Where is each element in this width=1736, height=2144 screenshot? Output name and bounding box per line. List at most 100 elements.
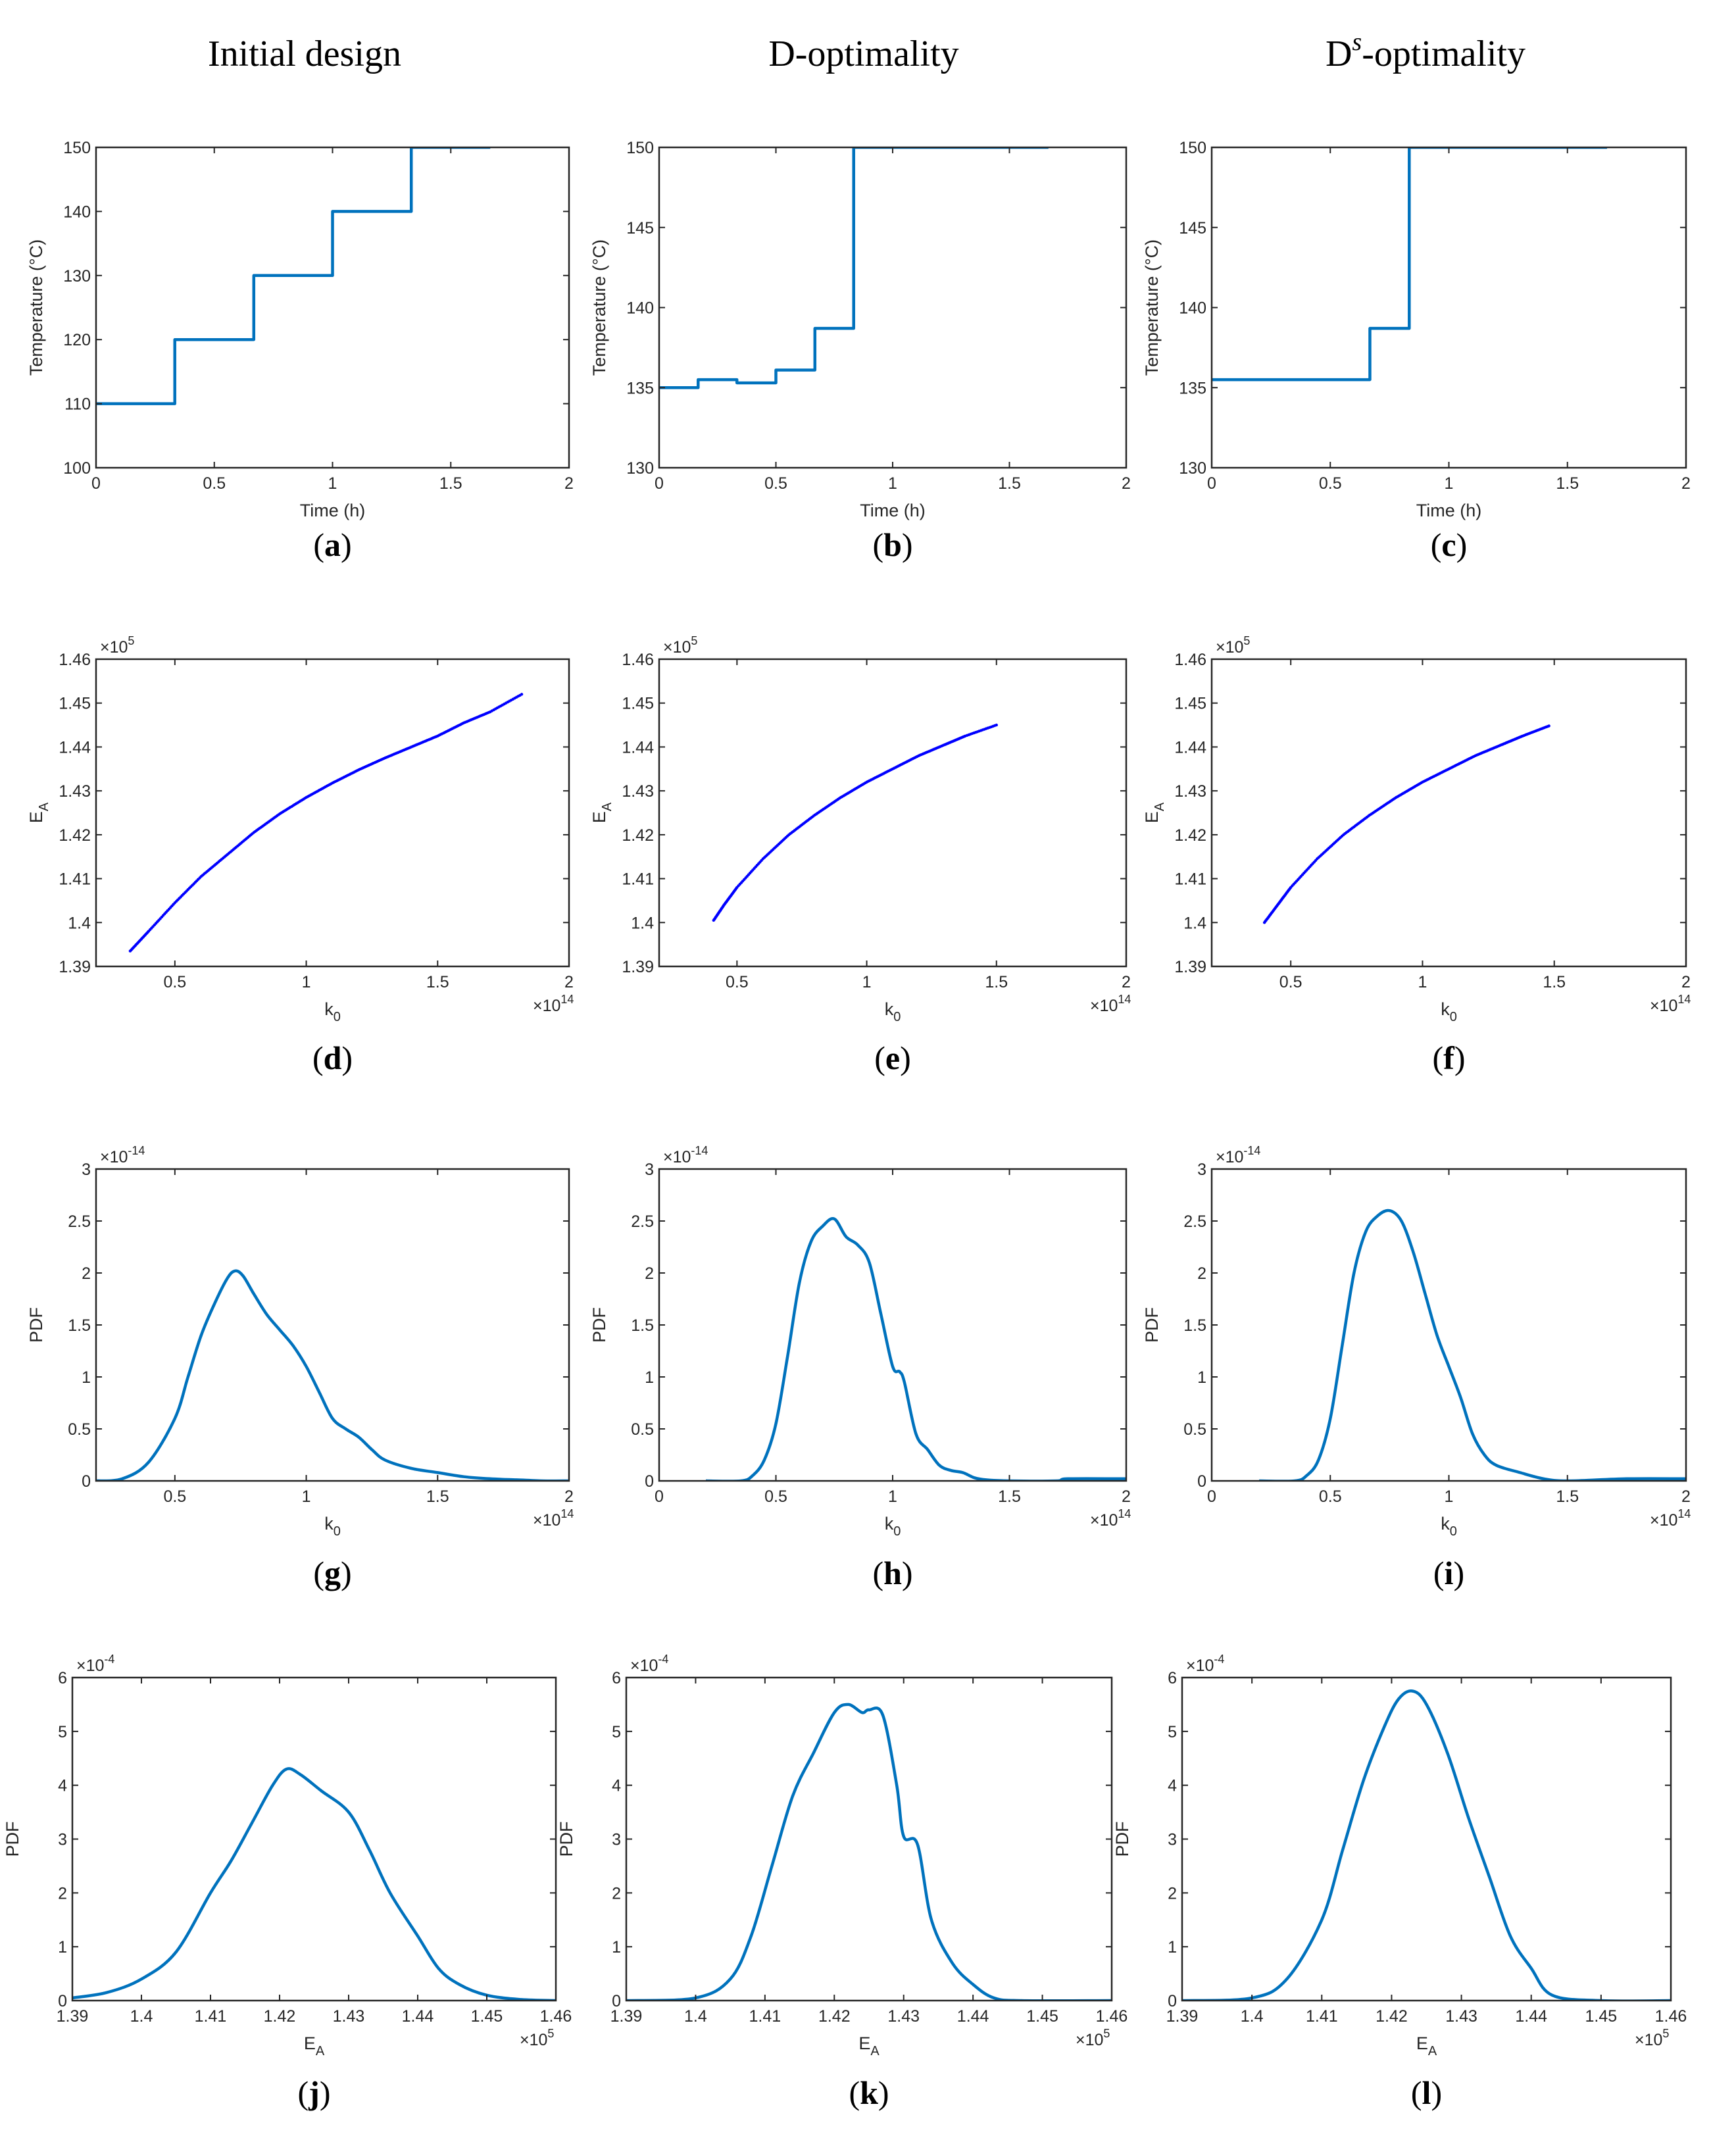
x-exponent-power: 5	[1662, 2027, 1669, 2040]
y-exponent-base: ×10	[630, 1657, 658, 1675]
y-axis-label: PDF	[557, 1822, 576, 1857]
ds-base: D	[1326, 34, 1352, 74]
y-tick-label: 110	[64, 395, 91, 414]
y-tick-label: 0	[612, 1992, 621, 2010]
axes-box	[71, 1676, 557, 2002]
panel-label: (i)	[1433, 1555, 1464, 1591]
y-exponent-label: ×10-4	[1186, 1653, 1224, 1675]
y-axis-label-main: Temperature (°C)	[26, 239, 46, 376]
y-exponent-power: -14	[691, 1144, 708, 1157]
x-tick-label: 0.5	[764, 474, 787, 493]
x-axis-label: k0	[1441, 999, 1457, 1024]
x-tick-label: 1.39	[1166, 2007, 1199, 2026]
y-axis-label: EA	[589, 802, 614, 823]
y-tick-label: 2	[645, 1264, 654, 1283]
panel-label-open: (	[872, 1555, 883, 1591]
x-tick-label: 0.5	[1279, 973, 1302, 991]
x-tick-label: 1.4	[1241, 2007, 1264, 2026]
ds-rest: -optimality	[1362, 34, 1525, 74]
x-exponent-power: 14	[560, 1507, 574, 1520]
x-tick-label: 1.5	[426, 973, 449, 991]
y-axis-label-main: PDF	[557, 1822, 576, 1857]
y-tick-label: 1.44	[1174, 738, 1206, 757]
y-tick-label: 130	[626, 459, 654, 478]
panel-label: (b)	[872, 526, 912, 563]
x-exponent-power: 14	[560, 993, 574, 1006]
panel-label-open: (	[1411, 2074, 1422, 2111]
y-tick-label: 6	[58, 1669, 67, 1687]
x-axis-label-sub: A	[870, 2044, 880, 2058]
y-tick-label: 1.44	[59, 738, 91, 757]
y-tick-label: 0	[58, 1992, 67, 2010]
y-tick-label: 1.43	[59, 782, 91, 801]
panel-label-close: )	[900, 1039, 911, 1076]
y-exponent-power: 5	[128, 634, 134, 647]
y-exponent-power: -4	[1214, 1653, 1224, 1666]
y-tick-label: 150	[626, 139, 654, 157]
x-axis-label-main: E	[858, 2033, 870, 2053]
panel-label-close: )	[341, 1039, 353, 1076]
x-tick-label: 1	[328, 474, 337, 493]
x-exponent-label: ×1014	[533, 1507, 574, 1530]
x-axis-label: k0	[324, 1514, 341, 1539]
x-tick-label: 0.5	[203, 474, 226, 493]
y-axis-label: EA	[26, 802, 51, 823]
x-tick-label: 1.5	[1556, 474, 1579, 493]
scatter-point	[520, 693, 524, 696]
x-tick-label: 0.5	[163, 973, 186, 991]
y-exponent-base: ×10	[100, 638, 128, 657]
y-axis-label: Temperature (°C)	[1142, 239, 1162, 376]
y-exponent-base: ×10	[1186, 1657, 1214, 1675]
y-tick-label: 0	[82, 1472, 91, 1491]
y-tick-label: 1.42	[1174, 826, 1206, 845]
x-exponent-power: 14	[1118, 993, 1131, 1006]
x-tick-label: 1.5	[426, 1487, 449, 1506]
x-exponent-base: ×10	[1090, 997, 1118, 1015]
y-axis-label-sub: A	[37, 802, 51, 811]
panel-k: 1.39 1.4 1.41 1.42 1.43 1.44 1.45 1.46 0 1 2 3 4 5 6 EA…	[557, 1653, 1128, 2111]
y-exponent-power: -14	[1243, 1144, 1260, 1157]
y-exponent-label: ×105	[100, 634, 134, 657]
x-exponent-power: 5	[547, 2027, 554, 2040]
column-title-ds-optimality: Ds-optimality	[1326, 28, 1525, 74]
data-line	[659, 147, 1049, 389]
x-axis-label: EA	[1416, 2033, 1437, 2058]
y-exponent-power: -4	[658, 1653, 668, 1666]
x-tick-label: 1.5	[985, 973, 1008, 991]
x-exponent-power: 14	[1677, 993, 1691, 1006]
y-axis-label-main: Temperature (°C)	[589, 239, 609, 376]
panel-label-letter: f	[1443, 1039, 1455, 1076]
x-tick-label: 1.44	[957, 2007, 989, 2026]
x-tick-label: 0.5	[1319, 474, 1342, 493]
y-exponent-base: ×10	[1216, 1148, 1243, 1166]
x-tick-label: 1	[888, 474, 897, 493]
y-tick-label: 5	[1168, 1723, 1177, 1741]
x-tick-label: 1.5	[1543, 973, 1566, 991]
y-tick-label: 130	[63, 267, 91, 286]
y-tick-label: 145	[1179, 219, 1206, 237]
data-line	[96, 1269, 569, 1481]
axes-box	[658, 146, 1128, 469]
x-tick-label: 1.43	[887, 2007, 920, 2026]
y-tick-label: 1	[1197, 1368, 1206, 1387]
y-exponent-label: ×10-4	[630, 1653, 668, 1675]
x-exponent-base: ×10	[1635, 2031, 1662, 2049]
x-axis-label-main: k	[885, 1514, 894, 1533]
x-tick-label: 1.46	[1096, 2007, 1128, 2026]
x-tick-label: 1.43	[333, 2007, 365, 2026]
x-tick-label: 1.46	[1655, 2007, 1687, 2026]
y-tick-label: 3	[612, 1831, 621, 1849]
panel-label-open: (	[1433, 1555, 1445, 1591]
y-tick-label: 1.46	[1174, 651, 1206, 669]
x-exponent-label: ×105	[520, 2027, 554, 2049]
x-tick-label: 2	[564, 474, 574, 493]
x-axis-label: k0	[885, 999, 901, 1024]
x-axis-label: EA	[858, 2033, 880, 2058]
y-tick-label: 1	[645, 1368, 654, 1387]
y-tick-label: 1.39	[1174, 958, 1206, 976]
y-tick-label: 145	[626, 219, 654, 237]
x-exponent-base: ×10	[533, 997, 560, 1015]
y-axis-label-sub: A	[600, 802, 614, 811]
y-exponent-base: ×10	[1216, 638, 1243, 657]
